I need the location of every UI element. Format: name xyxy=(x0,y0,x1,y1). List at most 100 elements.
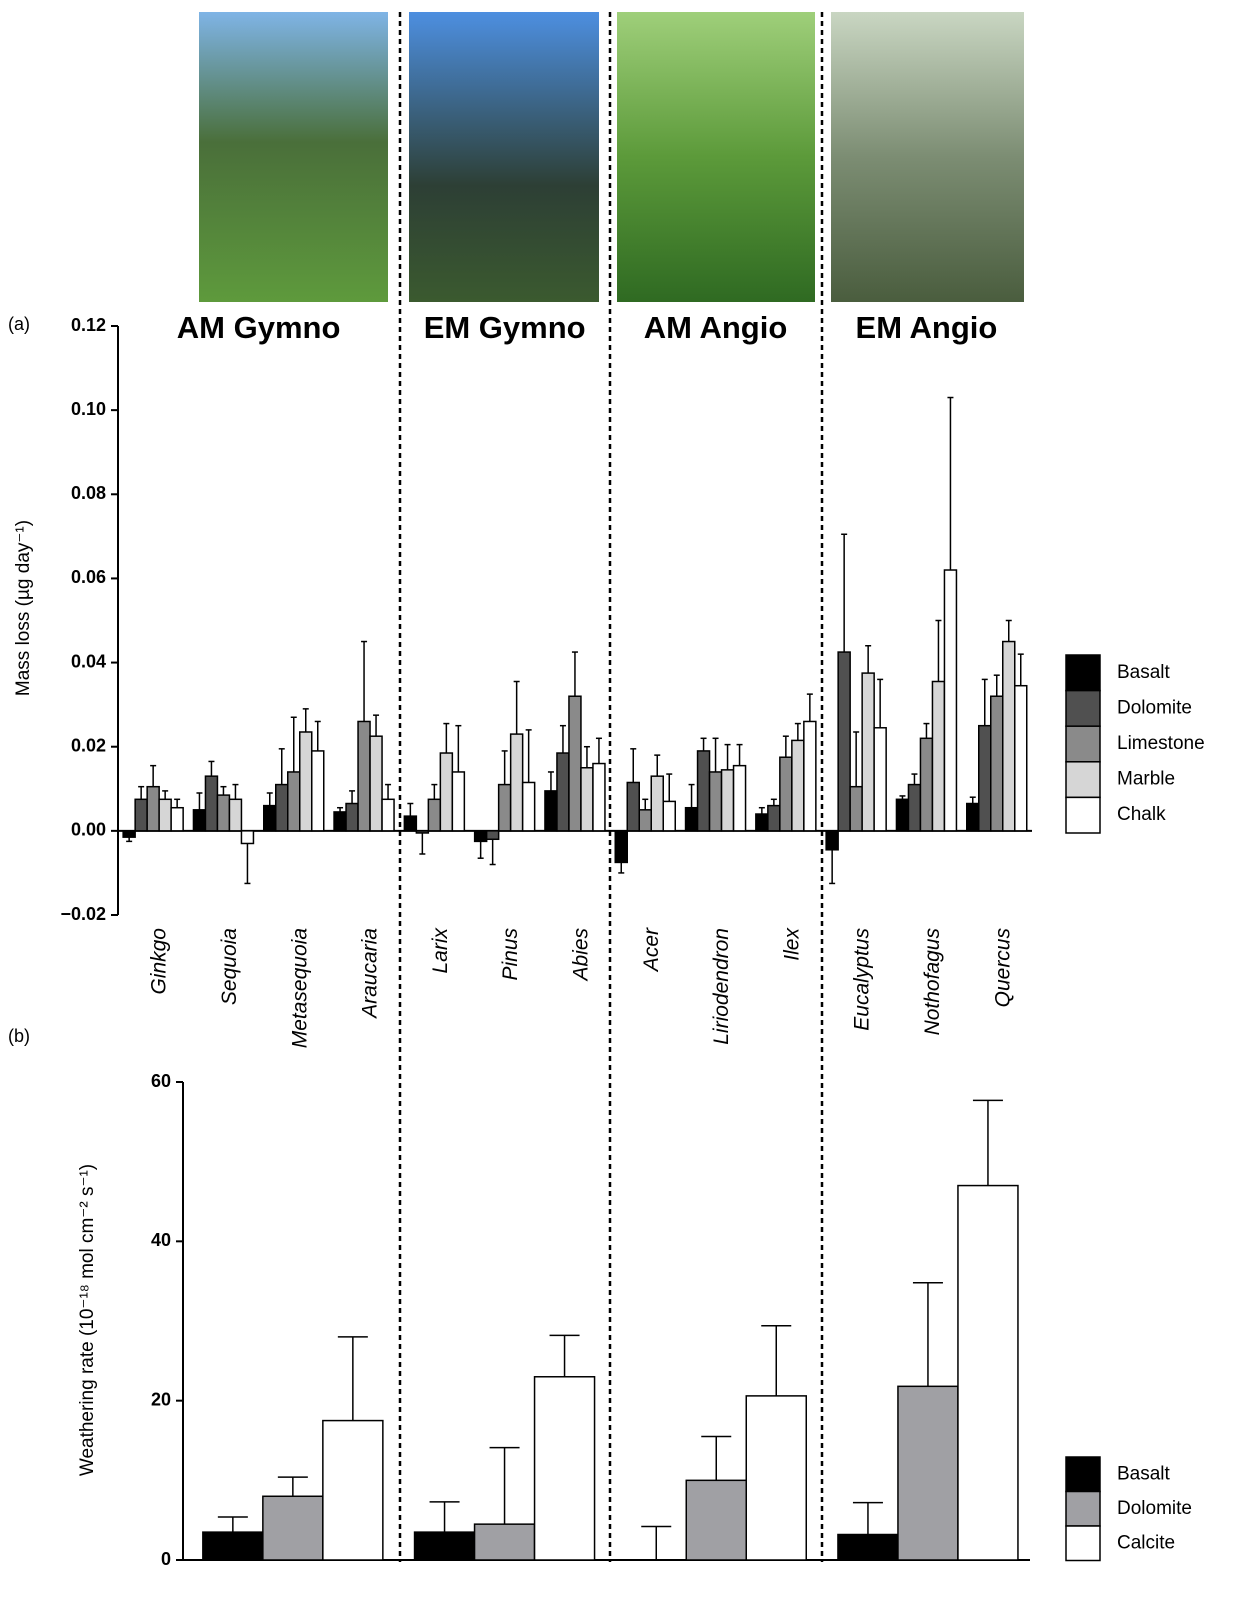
bar xyxy=(357,720,371,832)
photo xyxy=(409,12,599,302)
bar xyxy=(473,1523,536,1561)
bar xyxy=(650,775,664,832)
x-tick-label: Sequoia xyxy=(218,928,241,1005)
bar xyxy=(791,739,805,832)
bar xyxy=(919,737,934,832)
bar xyxy=(415,830,430,834)
bar xyxy=(978,724,992,832)
bar xyxy=(533,1376,596,1561)
y-tick-label: 60 xyxy=(151,1071,171,1091)
bar xyxy=(262,1495,324,1561)
bar xyxy=(333,811,347,832)
y-axis-label: Weathering rate (10⁻¹⁸ mol cm⁻² s⁻¹) xyxy=(77,1164,98,1476)
bar xyxy=(614,830,628,864)
bar xyxy=(413,1531,476,1561)
y-tick-label: 0.02 xyxy=(71,735,106,755)
y-tick-label: 40 xyxy=(151,1230,171,1250)
x-tick-label: Larix xyxy=(429,927,452,974)
bar xyxy=(745,1395,807,1561)
bar xyxy=(451,771,466,832)
legend-swatch xyxy=(1065,1490,1101,1527)
group-label: AM Gymno xyxy=(177,310,341,345)
bar xyxy=(580,767,594,832)
bar xyxy=(755,813,769,832)
bar xyxy=(931,680,946,832)
bar xyxy=(568,695,582,832)
x-tick-label: Ilex xyxy=(780,927,803,961)
photo xyxy=(617,12,815,302)
y-tick-label: 0.08 xyxy=(71,483,106,503)
legend-label: Marble xyxy=(1117,769,1175,790)
bar xyxy=(966,802,980,832)
bar xyxy=(685,1479,747,1561)
bar xyxy=(521,781,536,832)
bar xyxy=(779,756,793,832)
bar xyxy=(1002,640,1016,832)
y-axis-label: Mass loss (µg day⁻¹) xyxy=(13,520,34,696)
bar xyxy=(895,798,910,832)
bar xyxy=(134,798,148,832)
y-tick-label: 0.12 xyxy=(71,315,106,335)
legend-label: Dolomite xyxy=(1117,1498,1192,1519)
x-tick-label: Liriodendron xyxy=(710,928,733,1045)
bar xyxy=(861,672,875,832)
legend-swatch xyxy=(1065,725,1101,763)
legend-swatch xyxy=(1065,654,1101,692)
legend-swatch xyxy=(1065,689,1101,727)
y-tick-label: 0.10 xyxy=(71,399,106,419)
panel-label: (a) xyxy=(8,314,30,334)
legend-label: Dolomite xyxy=(1117,697,1192,718)
bar xyxy=(803,720,817,832)
bar xyxy=(849,785,863,832)
y-tick-label: 0.04 xyxy=(71,651,106,671)
legend-label: Basalt xyxy=(1117,662,1171,683)
group-label: EM Angio xyxy=(856,310,998,345)
x-tick-label: Quercus xyxy=(991,928,1014,1008)
bar xyxy=(497,783,512,832)
bar xyxy=(485,830,500,841)
bar xyxy=(263,804,277,832)
bar xyxy=(907,783,922,832)
legend-label: Chalk xyxy=(1117,804,1166,825)
x-tick-label: Pinus xyxy=(499,928,522,981)
bar xyxy=(708,771,723,832)
legend-swatch xyxy=(1065,761,1101,799)
bar xyxy=(403,815,418,832)
bar xyxy=(122,830,136,838)
x-tick-label: Abies xyxy=(569,928,592,983)
x-tick-label: Araucaria xyxy=(359,928,382,1020)
bar xyxy=(556,752,570,832)
bar xyxy=(720,769,735,832)
bar xyxy=(311,750,325,832)
legend-label: Calcite xyxy=(1117,1532,1175,1553)
bar xyxy=(287,771,301,832)
bar xyxy=(544,790,558,832)
bar xyxy=(192,809,207,832)
bar xyxy=(684,806,699,832)
bar xyxy=(638,809,652,832)
legend-label: Basalt xyxy=(1117,1463,1171,1484)
bar xyxy=(990,695,1004,832)
bar xyxy=(473,830,488,843)
bar xyxy=(662,800,676,832)
bar xyxy=(439,752,454,832)
bar xyxy=(299,731,313,832)
y-tick-label: −0.02 xyxy=(60,904,106,924)
y-tick-label: 0.00 xyxy=(71,820,106,840)
bar xyxy=(427,798,442,832)
bar xyxy=(202,1531,264,1561)
bar xyxy=(943,569,958,832)
bar xyxy=(158,798,172,832)
legend-swatch xyxy=(1065,1525,1101,1562)
legend-swatch xyxy=(1065,1456,1101,1493)
y-tick-label: 0 xyxy=(161,1549,171,1569)
bar xyxy=(1014,684,1028,832)
bar xyxy=(837,651,851,832)
group-label: EM Gymno xyxy=(424,310,586,345)
bar xyxy=(170,806,184,832)
bar xyxy=(146,785,160,832)
y-tick-label: 20 xyxy=(151,1389,171,1409)
bar xyxy=(592,762,606,832)
bar xyxy=(509,733,524,832)
bar xyxy=(626,781,640,832)
